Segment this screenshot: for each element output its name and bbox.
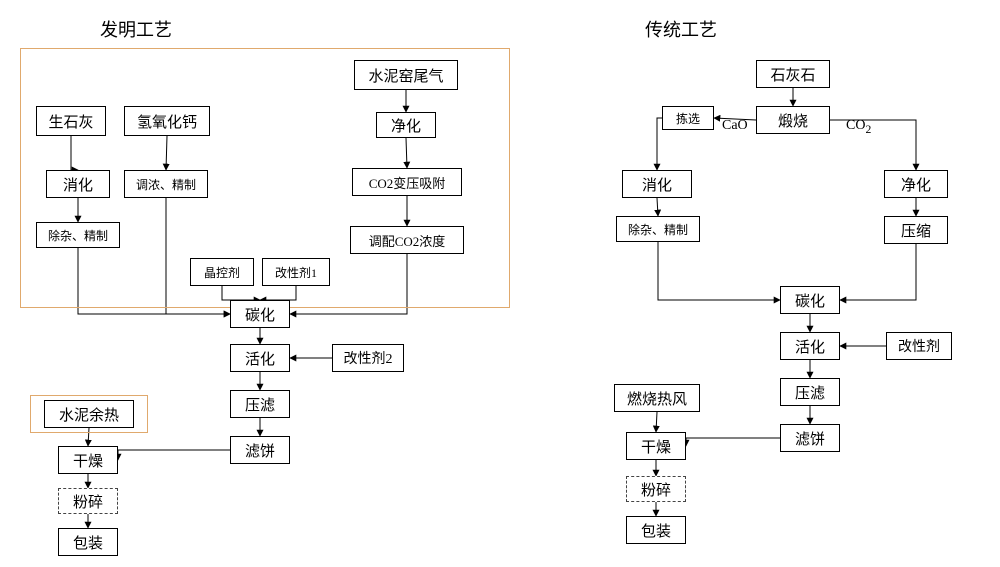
left-cake: 滤饼 xyxy=(230,436,290,464)
title-right: 传统工艺 xyxy=(645,16,717,42)
left-mix_co2: 调配CO2浓度 xyxy=(350,226,464,254)
left-caoh2: 氢氧化钙 xyxy=(124,106,210,136)
right-cake: 滤饼 xyxy=(780,424,840,452)
left-quicklime: 生石灰 xyxy=(36,106,106,136)
node-label: 活化 xyxy=(795,336,825,357)
node-label: 净化 xyxy=(901,174,931,195)
node-label: 粉碎 xyxy=(641,479,671,500)
left-dry: 干燥 xyxy=(58,446,118,474)
node-label: 生石灰 xyxy=(48,111,93,132)
left-kiln_gas: 水泥窑尾气 xyxy=(354,60,458,90)
title-left: 发明工艺 xyxy=(100,16,172,42)
node-label: 除杂、精制 xyxy=(48,227,108,244)
node-label: 碳化 xyxy=(245,304,275,325)
edge-label-cao: CaO xyxy=(722,118,748,134)
node-label: 压缩 xyxy=(901,220,931,241)
node-label: 净化 xyxy=(391,115,421,136)
node-label: 水泥窑尾气 xyxy=(368,65,443,86)
node-label: 石灰石 xyxy=(770,64,815,85)
node-label: 改性剂2 xyxy=(344,348,393,368)
node-label: 消化 xyxy=(642,174,672,195)
node-label: 晶控剂 xyxy=(204,264,240,281)
left-waste_heat: 水泥余热 xyxy=(44,400,134,428)
node-label: 调配CO2浓度 xyxy=(369,231,446,250)
node-label: 压滤 xyxy=(245,394,275,415)
right-filter: 压滤 xyxy=(780,378,840,406)
right-modifier: 改性剂 xyxy=(886,332,952,360)
node-label: 燃烧热风 xyxy=(627,388,687,409)
right-pack: 包装 xyxy=(626,516,686,544)
node-label: 调浓、精制 xyxy=(136,176,196,193)
right-digest: 消化 xyxy=(622,170,692,198)
node-label: 改性剂 xyxy=(898,336,940,356)
node-label: 煅烧 xyxy=(778,110,808,131)
left-digest: 消化 xyxy=(46,170,110,198)
right-purify: 净化 xyxy=(884,170,948,198)
node-label: 改性剂1 xyxy=(275,264,317,281)
left-refine: 除杂、精制 xyxy=(36,222,120,248)
node-label: 滤饼 xyxy=(245,440,275,461)
left-mod2: 改性剂2 xyxy=(332,344,404,372)
right-crush: 粉碎 xyxy=(626,476,686,502)
left-pack: 包装 xyxy=(58,528,118,556)
node-label: 氢氧化钙 xyxy=(137,111,197,132)
node-label: 干燥 xyxy=(73,450,103,471)
left-psa: CO2变压吸附 xyxy=(352,168,462,196)
node-label: 消化 xyxy=(63,174,93,195)
node-label: 包装 xyxy=(641,520,671,541)
node-label: 除杂、精制 xyxy=(628,221,688,238)
right-refine: 除杂、精制 xyxy=(616,216,700,242)
node-label: 包装 xyxy=(73,532,103,553)
node-label: 拣选 xyxy=(676,110,700,127)
node-label: CO2变压吸附 xyxy=(369,173,446,192)
right-calcine: 煅烧 xyxy=(756,106,830,134)
right-hot_air: 燃烧热风 xyxy=(614,384,700,412)
node-label: 碳化 xyxy=(795,290,825,311)
left-purify: 净化 xyxy=(376,112,436,138)
right-carbonize: 碳化 xyxy=(780,286,840,314)
left-adjust: 调浓、精制 xyxy=(124,170,208,198)
left-filter: 压滤 xyxy=(230,390,290,418)
left-crush: 粉碎 xyxy=(58,488,118,514)
node-label: 水泥余热 xyxy=(59,404,119,425)
node-label: 滤饼 xyxy=(795,428,825,449)
right-limestone: 石灰石 xyxy=(756,60,830,88)
right-sort: 拣选 xyxy=(662,106,714,130)
left-mod1: 改性剂1 xyxy=(262,258,330,286)
edges-layer xyxy=(0,0,1000,567)
right-compress: 压缩 xyxy=(884,216,948,244)
right-dry: 干燥 xyxy=(626,432,686,460)
edge-label-co2: CO2 xyxy=(846,118,871,136)
node-label: 活化 xyxy=(245,348,275,369)
left-carbonize: 碳化 xyxy=(230,300,290,328)
node-label: 干燥 xyxy=(641,436,671,457)
right-activate: 活化 xyxy=(780,332,840,360)
left-crystal: 晶控剂 xyxy=(190,258,254,286)
node-label: 粉碎 xyxy=(73,491,103,512)
left-activate: 活化 xyxy=(230,344,290,372)
node-label: 压滤 xyxy=(795,382,825,403)
diagram-canvas: 发明工艺 传统工艺 生石灰 氢氧化钙消化 调浓、精制除杂、精制晶控剂 改性剂1 水泥窑尾… xyxy=(0,0,1000,567)
